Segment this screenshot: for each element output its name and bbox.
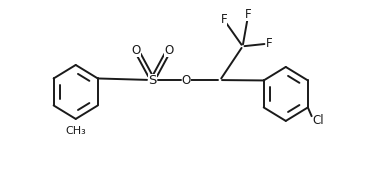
Text: S: S <box>148 74 157 87</box>
Text: F: F <box>266 37 272 50</box>
Text: F: F <box>245 8 252 21</box>
Text: O: O <box>182 74 191 87</box>
Text: CH₃: CH₃ <box>65 126 86 136</box>
Text: F: F <box>221 13 227 26</box>
Text: Cl: Cl <box>313 114 324 127</box>
Text: O: O <box>132 44 141 57</box>
Text: O: O <box>164 44 173 57</box>
